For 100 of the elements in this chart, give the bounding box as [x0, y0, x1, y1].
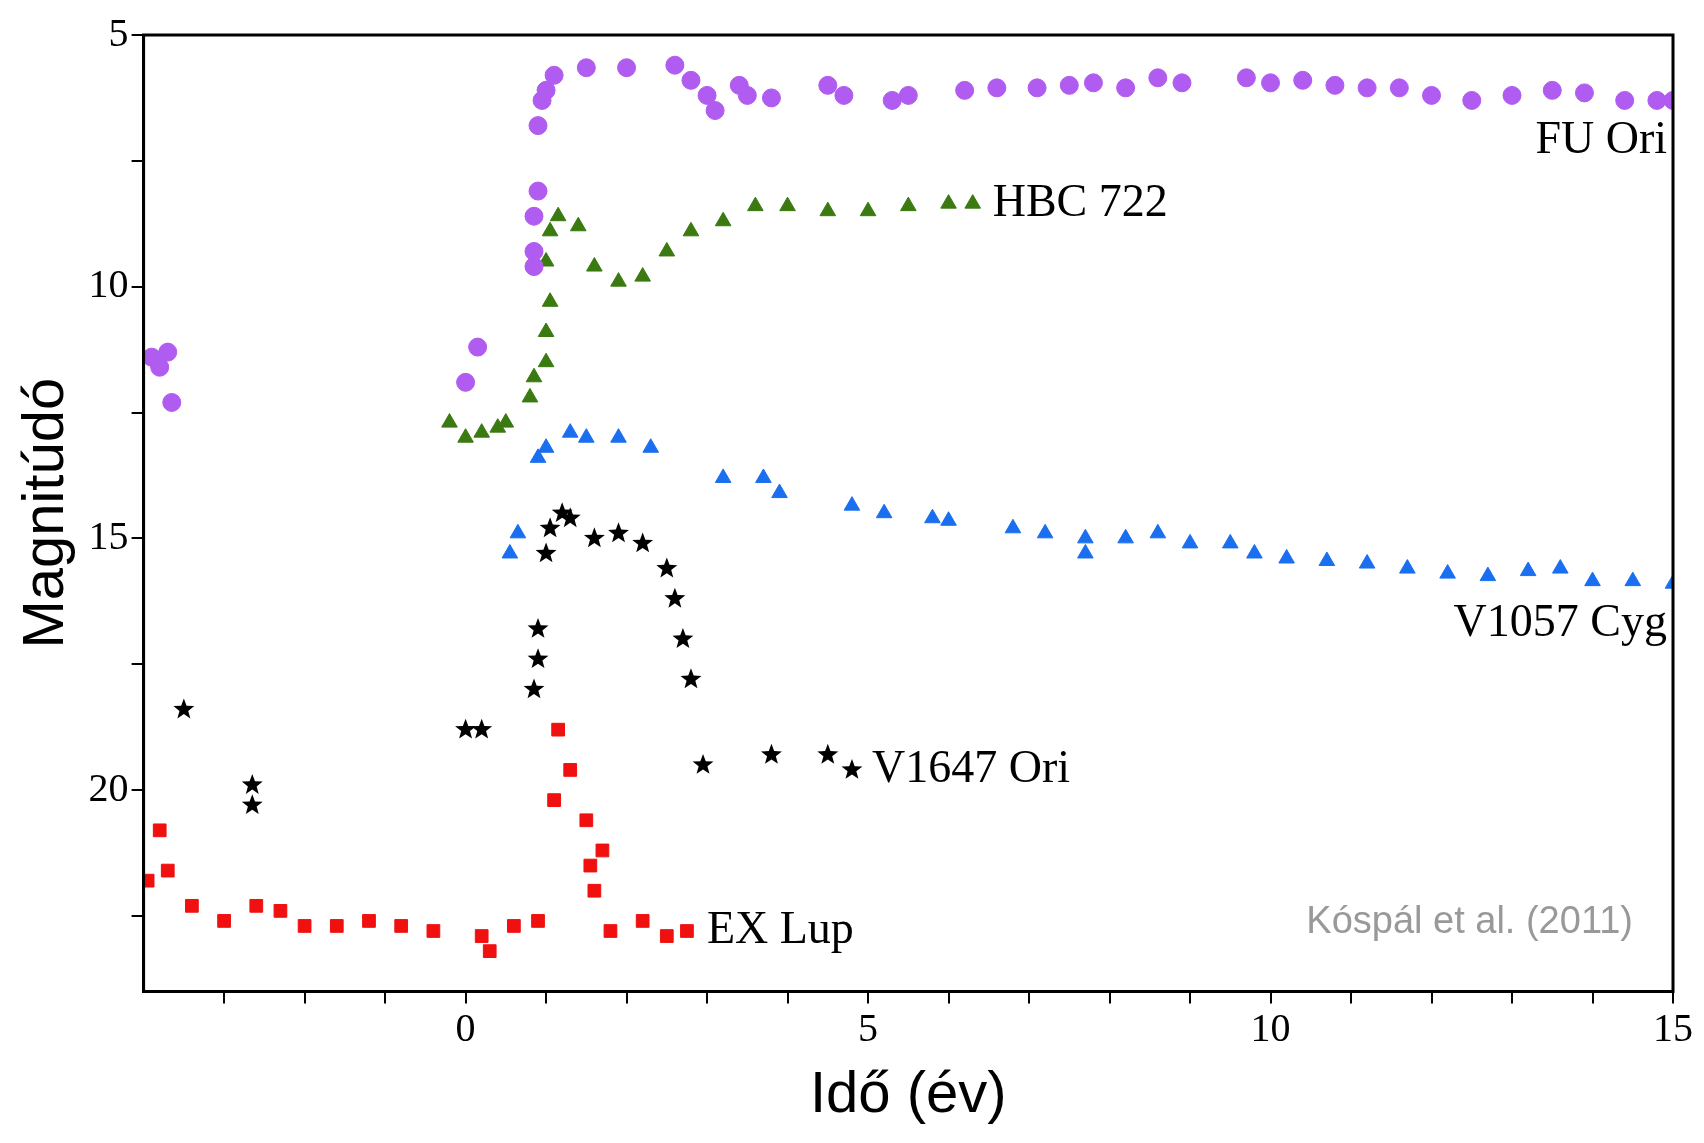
- point: [474, 929, 489, 943]
- point: [1059, 75, 1079, 95]
- point: [529, 448, 547, 463]
- point: [680, 924, 694, 938]
- point: [875, 503, 893, 519]
- point: [1647, 90, 1667, 110]
- point: [714, 468, 732, 483]
- point: [394, 919, 409, 933]
- point: [524, 257, 544, 277]
- point: [898, 85, 918, 105]
- point: [586, 257, 603, 272]
- point: [843, 496, 861, 511]
- point: [1389, 78, 1409, 98]
- series-label: V1057 Cyg: [1453, 594, 1667, 646]
- point: [634, 267, 651, 282]
- point: [714, 211, 732, 227]
- point: [681, 70, 701, 90]
- point: [1077, 543, 1094, 559]
- point: [642, 438, 660, 453]
- point: [859, 201, 877, 217]
- point: [1236, 68, 1256, 88]
- point: [185, 898, 199, 913]
- point: [1318, 551, 1336, 567]
- point: [834, 85, 854, 105]
- point: [940, 511, 957, 526]
- point: [531, 914, 545, 928]
- y-tick-label: 10: [88, 261, 129, 307]
- point: [1519, 561, 1537, 577]
- point: [1027, 78, 1047, 98]
- point: [603, 924, 618, 938]
- point: [150, 357, 170, 377]
- point: [818, 75, 838, 95]
- point: [561, 423, 579, 438]
- point: [537, 352, 555, 368]
- point: [955, 80, 975, 100]
- y-tick-label: 15: [88, 512, 129, 558]
- point: [501, 543, 519, 559]
- point: [541, 292, 559, 307]
- point: [1552, 559, 1569, 574]
- point: [659, 929, 674, 943]
- point: [473, 423, 490, 438]
- point: [1422, 85, 1442, 105]
- point: [1293, 70, 1313, 90]
- point: [158, 342, 178, 362]
- point: [1116, 78, 1136, 98]
- point: [587, 883, 602, 898]
- point: [737, 85, 757, 105]
- point: [1246, 543, 1263, 559]
- point: [162, 392, 182, 412]
- point: [1439, 564, 1456, 579]
- point: [457, 428, 474, 443]
- point: [610, 272, 627, 287]
- point: [217, 914, 231, 928]
- point: [1083, 73, 1103, 93]
- y-tick-label: 20: [88, 764, 129, 810]
- point: [682, 221, 700, 237]
- point: [1172, 73, 1192, 93]
- point: [249, 898, 264, 913]
- point: [747, 196, 764, 212]
- point: [779, 196, 796, 212]
- point: [537, 322, 555, 337]
- point: [1148, 68, 1168, 88]
- annotation: Kóspál et al. (2011): [1306, 898, 1633, 941]
- point: [329, 919, 344, 933]
- point: [665, 55, 685, 75]
- point: [705, 101, 725, 121]
- point: [160, 863, 175, 878]
- point: [569, 216, 587, 232]
- point: [1077, 528, 1094, 544]
- point: [882, 90, 902, 110]
- point: [441, 413, 458, 428]
- point: [900, 196, 917, 212]
- point: [617, 58, 637, 78]
- point: [273, 904, 288, 918]
- point: [1261, 73, 1281, 93]
- point: [1624, 571, 1642, 587]
- point: [771, 483, 788, 499]
- x-tick-label: 5: [858, 1004, 879, 1050]
- point: [610, 428, 627, 443]
- series-label: EX Lup: [706, 902, 854, 954]
- x-tick-label: 10: [1250, 1004, 1291, 1050]
- point: [583, 858, 598, 873]
- point: [940, 194, 957, 209]
- point: [1149, 523, 1167, 539]
- point: [521, 387, 539, 403]
- point: [1004, 518, 1022, 534]
- point: [1574, 83, 1594, 103]
- point: [551, 722, 566, 737]
- x-axis-title: Idő (év): [809, 1059, 1007, 1125]
- point: [924, 508, 941, 524]
- point: [482, 944, 497, 958]
- point: [1479, 566, 1497, 582]
- point: [468, 337, 488, 357]
- point: [549, 206, 567, 222]
- point: [544, 65, 564, 85]
- point: [507, 919, 521, 933]
- point: [1278, 549, 1295, 564]
- point: [528, 116, 548, 136]
- point: [537, 438, 555, 453]
- point: [1615, 90, 1635, 110]
